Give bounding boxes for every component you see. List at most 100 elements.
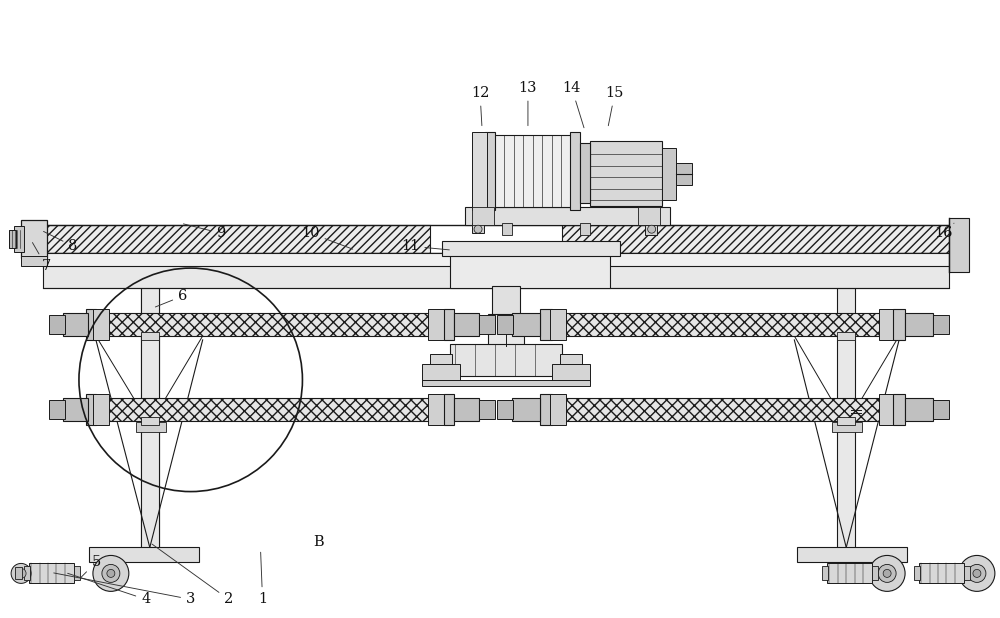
Bar — [550, 394, 566, 425]
Circle shape — [883, 569, 891, 577]
Circle shape — [973, 569, 981, 577]
Bar — [837, 332, 855, 340]
Bar — [919, 564, 964, 583]
Bar — [141, 417, 159, 425]
Text: 12: 12 — [471, 87, 489, 125]
Bar — [540, 394, 552, 425]
Bar — [428, 394, 444, 425]
Bar — [822, 567, 828, 580]
Bar — [472, 132, 487, 210]
Bar — [21, 220, 47, 258]
Text: 2: 2 — [152, 544, 233, 606]
Text: 7: 7 — [32, 242, 51, 273]
Bar — [29, 564, 74, 583]
Circle shape — [648, 225, 656, 233]
Bar — [63, 398, 88, 421]
Bar — [74, 567, 80, 580]
Bar — [580, 143, 590, 203]
Bar — [141, 332, 159, 340]
Text: 5: 5 — [81, 556, 101, 577]
Bar — [827, 564, 872, 583]
Bar — [450, 253, 610, 288]
Bar — [89, 548, 199, 562]
Bar — [540, 309, 552, 340]
Bar — [914, 567, 920, 580]
Text: 11: 11 — [401, 239, 449, 253]
Bar — [141, 285, 159, 549]
Bar — [893, 394, 905, 425]
Text: 8: 8 — [44, 231, 78, 253]
Bar — [837, 417, 855, 425]
Bar — [454, 398, 479, 421]
Bar — [472, 207, 494, 225]
Bar — [590, 142, 662, 206]
Bar — [430, 354, 452, 366]
Bar — [49, 315, 65, 334]
Bar — [832, 421, 862, 432]
Bar — [580, 223, 590, 235]
Bar — [645, 225, 657, 235]
Circle shape — [959, 556, 995, 591]
Bar — [442, 241, 620, 256]
Text: 16: 16 — [935, 223, 954, 240]
Bar — [454, 313, 479, 336]
Bar — [560, 354, 582, 366]
Circle shape — [968, 564, 986, 582]
Bar — [479, 315, 495, 334]
Text: B: B — [313, 535, 324, 549]
Bar — [49, 400, 65, 419]
Text: 4: 4 — [68, 574, 150, 606]
Text: 3: 3 — [54, 573, 195, 606]
Bar — [422, 364, 460, 382]
Bar — [465, 207, 670, 225]
Bar — [512, 313, 540, 336]
Circle shape — [11, 564, 31, 583]
Bar — [837, 285, 855, 549]
Bar — [502, 223, 512, 235]
Bar — [43, 253, 949, 268]
Bar — [562, 225, 949, 253]
Bar — [797, 548, 907, 562]
Bar — [662, 148, 676, 200]
Bar — [872, 567, 878, 580]
Circle shape — [869, 556, 905, 591]
Bar — [550, 398, 901, 421]
Circle shape — [878, 564, 896, 582]
Bar — [638, 207, 660, 225]
Text: 15: 15 — [606, 87, 624, 125]
Bar — [905, 398, 933, 421]
Bar — [136, 421, 166, 432]
Bar — [949, 218, 969, 272]
Bar — [550, 313, 901, 336]
Bar — [444, 394, 454, 425]
Bar — [479, 400, 495, 419]
Bar — [21, 256, 47, 266]
Circle shape — [107, 569, 115, 577]
Text: 6: 6 — [155, 289, 187, 307]
Bar — [905, 313, 933, 336]
Text: 14: 14 — [563, 82, 584, 128]
Bar — [933, 315, 949, 334]
Circle shape — [16, 569, 26, 578]
Bar — [550, 309, 566, 340]
Bar — [450, 344, 562, 376]
Circle shape — [102, 564, 120, 582]
Bar — [93, 398, 444, 421]
Bar — [512, 398, 540, 421]
Bar — [552, 364, 590, 382]
Bar — [422, 380, 590, 386]
Bar — [43, 266, 949, 288]
Text: 1: 1 — [258, 552, 267, 606]
Bar — [63, 313, 88, 336]
Text: 13: 13 — [519, 82, 537, 125]
Bar — [497, 400, 513, 419]
Bar — [43, 225, 430, 253]
Bar — [14, 226, 24, 252]
Bar — [893, 309, 905, 340]
Bar — [141, 285, 159, 549]
Bar — [485, 132, 495, 210]
Bar — [428, 309, 444, 340]
Bar — [933, 400, 949, 419]
Bar — [676, 163, 692, 185]
Bar — [879, 394, 895, 425]
